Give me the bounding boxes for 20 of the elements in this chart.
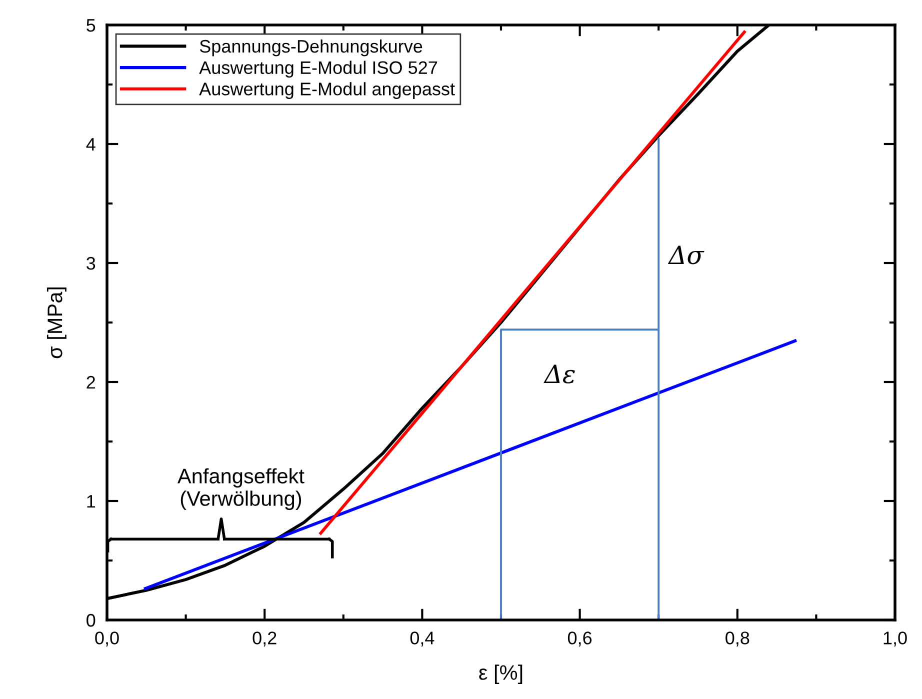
legend-label: Auswertung E-Modul ISO 527 xyxy=(199,60,438,78)
x-tick-label: 0,6 xyxy=(568,632,592,647)
annotation: Δσ xyxy=(668,246,704,264)
x-tick-label: 0,8 xyxy=(726,632,750,647)
x-tick-label: 0,2 xyxy=(252,632,276,647)
y-tick-label: 2 xyxy=(86,376,95,389)
y-tick-label: 5 xyxy=(86,19,96,32)
y-tick-label: 3 xyxy=(86,256,96,270)
legend-label: Spannungs-Dehnungskurve xyxy=(200,39,422,56)
x-axis-title: ε [%] xyxy=(479,664,522,684)
annotation: Δε xyxy=(544,364,575,384)
x-tick-label: 1,0 xyxy=(884,632,907,647)
y-tick-label: 4 xyxy=(86,138,96,151)
y-tick-label: 0 xyxy=(86,614,96,627)
x-tick-label: 0,4 xyxy=(410,632,434,647)
annotation: Anfangseffekt (Verwölbung) xyxy=(177,468,304,510)
legend-label: Auswertung E-Modul angepasst xyxy=(199,82,455,99)
y-axis-title: σ [MPa] xyxy=(46,287,66,358)
y-tick-label: 1 xyxy=(87,495,96,508)
x-tick-label: 0,0 xyxy=(95,632,119,647)
